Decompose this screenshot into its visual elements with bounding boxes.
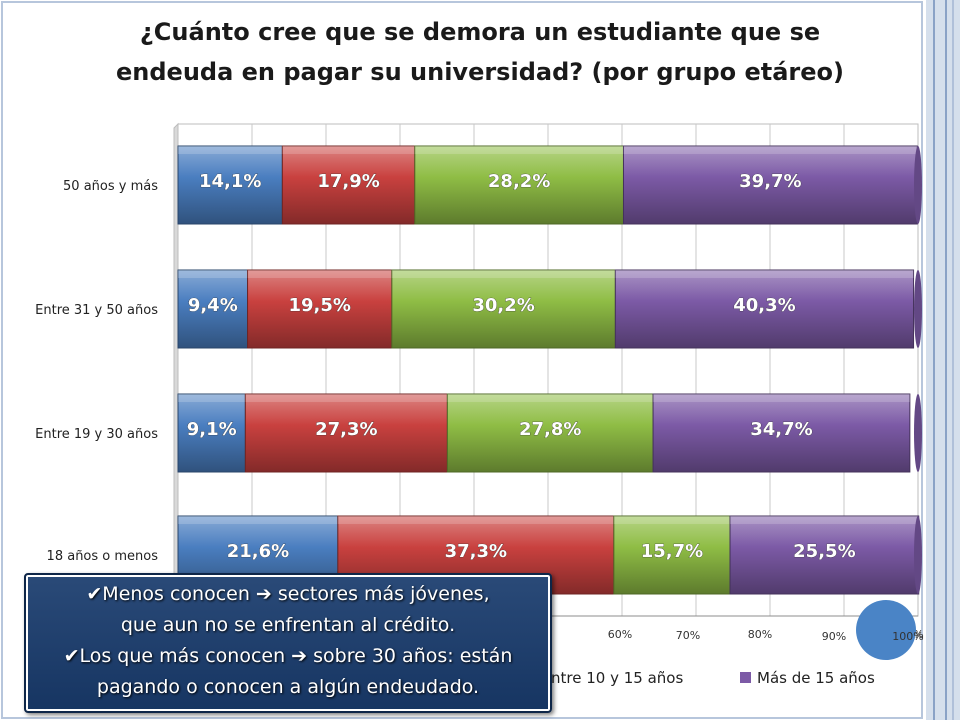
note-callout: ✔Menos conocen ➔ sectores más jóvenes, q… xyxy=(24,573,552,713)
data-label: 19,5% xyxy=(288,295,350,316)
bar-highlight xyxy=(447,394,654,402)
data-label: 9,4% xyxy=(188,295,238,316)
bar-highlight xyxy=(178,394,246,402)
bar-highlight xyxy=(653,394,910,402)
bar-highlight xyxy=(623,146,918,154)
bar-highlight xyxy=(178,270,248,278)
bar-segment xyxy=(613,515,731,595)
data-label: 34,7% xyxy=(750,419,812,440)
bar-segment xyxy=(244,393,448,473)
bar-highlight xyxy=(337,516,614,524)
x-tick-label: 90% xyxy=(822,630,846,643)
x-tick-label: 80% xyxy=(748,628,772,641)
x-tick-label: 70% xyxy=(676,629,700,642)
data-label: 39,7% xyxy=(739,171,801,192)
bar-highlight xyxy=(247,270,392,278)
callout-line-1: ✔Menos conocen ➔ sectores más jóvenes, xyxy=(86,583,490,605)
bar-highlight xyxy=(730,516,919,524)
right-decor-bar xyxy=(926,0,960,720)
bar-end-cap xyxy=(914,146,922,224)
bar-highlight xyxy=(282,146,415,154)
bar-highlight xyxy=(245,394,448,402)
legend-label: Más de 15 años xyxy=(757,669,875,687)
category-label: Entre 19 y 30 años xyxy=(35,427,158,442)
bar-segment xyxy=(177,269,249,349)
data-label: 9,1% xyxy=(187,419,237,440)
bar-segment xyxy=(614,269,915,349)
bar-segment xyxy=(622,145,918,225)
x-tick-label: 60% xyxy=(608,628,632,641)
chart-title: ¿Cuánto cree que se demora un estudiante… xyxy=(40,12,920,92)
data-label: 17,9% xyxy=(317,171,379,192)
data-label: 37,3% xyxy=(445,541,507,562)
bar-highlight xyxy=(178,516,338,524)
data-label: 27,3% xyxy=(315,419,377,440)
bar-end-cap xyxy=(914,270,922,348)
bar-segment xyxy=(446,393,654,473)
bar-segment xyxy=(729,515,920,595)
data-label: 25,5% xyxy=(793,541,855,562)
data-label: 14,1% xyxy=(199,171,261,192)
bar-segment xyxy=(391,269,616,349)
data-label: 28,2% xyxy=(488,171,550,192)
title-line-2: endeuda en pagar su universidad? (por gr… xyxy=(116,58,844,86)
legend-label: ntre 10 y 15 años xyxy=(551,669,683,687)
data-label: 40,3% xyxy=(733,295,795,316)
callout-line-4: pagando o conocen a algún endeudado. xyxy=(96,676,480,698)
callout-line-2: que aun no se enfrentan al crédito. xyxy=(120,614,456,636)
bar-segment xyxy=(281,145,416,225)
bar-highlight xyxy=(391,270,616,278)
data-label: 15,7% xyxy=(641,541,703,562)
legend-swatch xyxy=(740,672,751,683)
category-label: 18 años o menos xyxy=(47,549,159,564)
side-wall xyxy=(173,122,179,618)
data-label: 27,8% xyxy=(519,419,581,440)
bar-highlight xyxy=(178,146,283,154)
stacked-bar-chart: 50 años y más 14,1% 17,9% 28,2% 39,7% Entre 3… xyxy=(35,122,924,687)
bar-end-cap xyxy=(914,394,922,472)
bar-highlight xyxy=(615,270,914,278)
bar-end-cap xyxy=(914,516,922,594)
bar-highlight xyxy=(613,516,731,524)
x-tick-label-overlay: 100% xyxy=(892,630,923,643)
bar-highlight xyxy=(414,146,624,154)
title-line-1: ¿Cuánto cree que se demora un estudiante… xyxy=(139,18,821,46)
data-label: 30,2% xyxy=(472,295,534,316)
category-label: Entre 31 y 50 años xyxy=(35,303,158,318)
category-label: 50 años y más xyxy=(63,179,158,194)
callout-line-3: ✔Los que más conocen ➔ sobre 30 años: es… xyxy=(63,645,513,667)
bar-segment xyxy=(652,393,911,473)
decor-circle xyxy=(856,600,916,660)
slide-border xyxy=(1,1,923,719)
data-label: 21,6% xyxy=(227,541,289,562)
bar-segment xyxy=(177,145,283,225)
bar-segment xyxy=(414,145,624,225)
bar-segment xyxy=(177,393,246,473)
